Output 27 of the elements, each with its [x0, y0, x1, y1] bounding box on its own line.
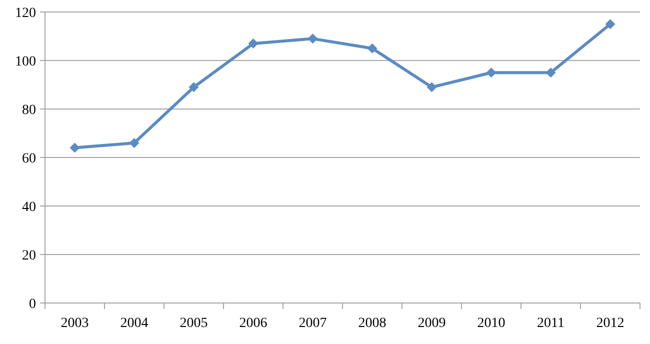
x-tick-label: 2007 — [298, 316, 327, 331]
point — [129, 138, 140, 148]
x-tick-label: 2003 — [60, 316, 89, 331]
point — [486, 68, 496, 78]
point — [70, 142, 80, 153]
point — [188, 82, 199, 92]
point — [546, 68, 556, 78]
x-tick-label: 2010 — [477, 316, 506, 331]
point — [308, 34, 318, 44]
y-tick-label: 20 — [22, 248, 36, 264]
x-tick-label: 2009 — [418, 316, 446, 331]
point — [367, 43, 378, 54]
point — [248, 38, 258, 49]
y-tick-label: 0 — [29, 296, 36, 312]
y-tick-label: 120 — [15, 6, 36, 21]
x-tick-label: 2005 — [180, 316, 208, 331]
y-tick-label: 80 — [22, 102, 36, 118]
x-tick-label: 2012 — [596, 316, 624, 331]
x-tick-label: 2008 — [358, 316, 386, 331]
x-tick-label: 2004 — [120, 316, 148, 331]
x-tick-label: 2006 — [239, 316, 268, 331]
y-tick-label: 60 — [22, 151, 36, 166]
y-tick-label: 100 — [15, 54, 36, 70]
y-tick-label: 40 — [22, 200, 36, 215]
point — [426, 82, 437, 92]
point — [605, 19, 616, 30]
x-tick-label: 2011 — [537, 316, 564, 331]
